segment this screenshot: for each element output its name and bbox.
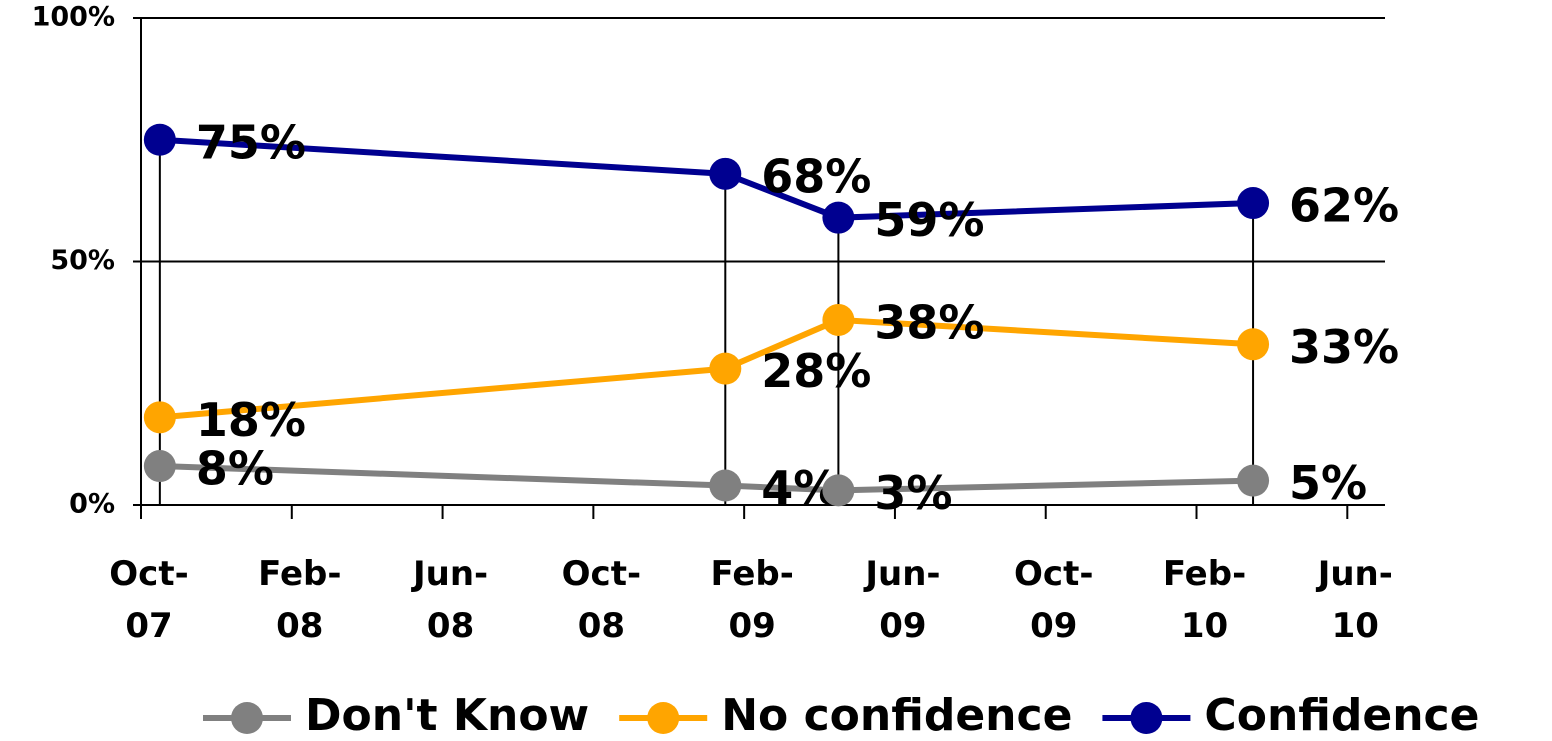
marker [822, 303, 855, 336]
x-tick-label: Oct-09 [1014, 554, 1093, 646]
x-tick-label: Jun-10 [1316, 554, 1393, 646]
x-tick-label: Feb-08 [258, 554, 341, 646]
data-label: 59% [874, 193, 984, 247]
series-line [159, 136, 1254, 221]
marker [143, 123, 176, 156]
data-label: 28% [761, 344, 871, 398]
x-tick-label: Jun-09 [863, 554, 940, 646]
marker [709, 352, 742, 385]
data-label: 68% [761, 149, 871, 203]
x-tick-label: Jun-08 [411, 554, 488, 646]
data-label: 3% [874, 466, 952, 520]
x-tick-label: Oct-07 [109, 554, 188, 646]
legend-label: No confidence [721, 690, 1072, 741]
marker [1237, 187, 1270, 220]
y-tick-label: 50% [50, 245, 115, 276]
data-label: 8% [196, 442, 274, 496]
data-label: 18% [196, 393, 306, 447]
series-line [159, 463, 1254, 494]
marker [709, 157, 742, 190]
data-label: 5% [1289, 456, 1367, 510]
legend-label: Don't Know [305, 690, 589, 741]
legend-label: Confidence [1204, 690, 1479, 741]
marker [709, 469, 742, 502]
data-label: 38% [874, 295, 984, 349]
x-tick-label: Feb-10 [1163, 554, 1246, 646]
legend-marker [231, 702, 263, 734]
legend-marker [1130, 702, 1163, 734]
series-line [159, 316, 1254, 421]
x-tick-label: Feb-09 [710, 554, 793, 646]
marker [1237, 328, 1270, 361]
y-tick-label: 100% [32, 2, 115, 33]
marker [1237, 464, 1270, 497]
legend-marker [647, 702, 680, 734]
marker [143, 450, 176, 483]
marker [143, 401, 176, 434]
y-tick-label: 0% [69, 489, 115, 520]
data-label: 62% [1289, 179, 1399, 233]
data-label: 33% [1289, 320, 1399, 374]
x-tick-label: Oct-08 [562, 554, 641, 646]
data-label: 75% [196, 115, 306, 169]
marker [822, 201, 855, 234]
marker [822, 474, 855, 507]
